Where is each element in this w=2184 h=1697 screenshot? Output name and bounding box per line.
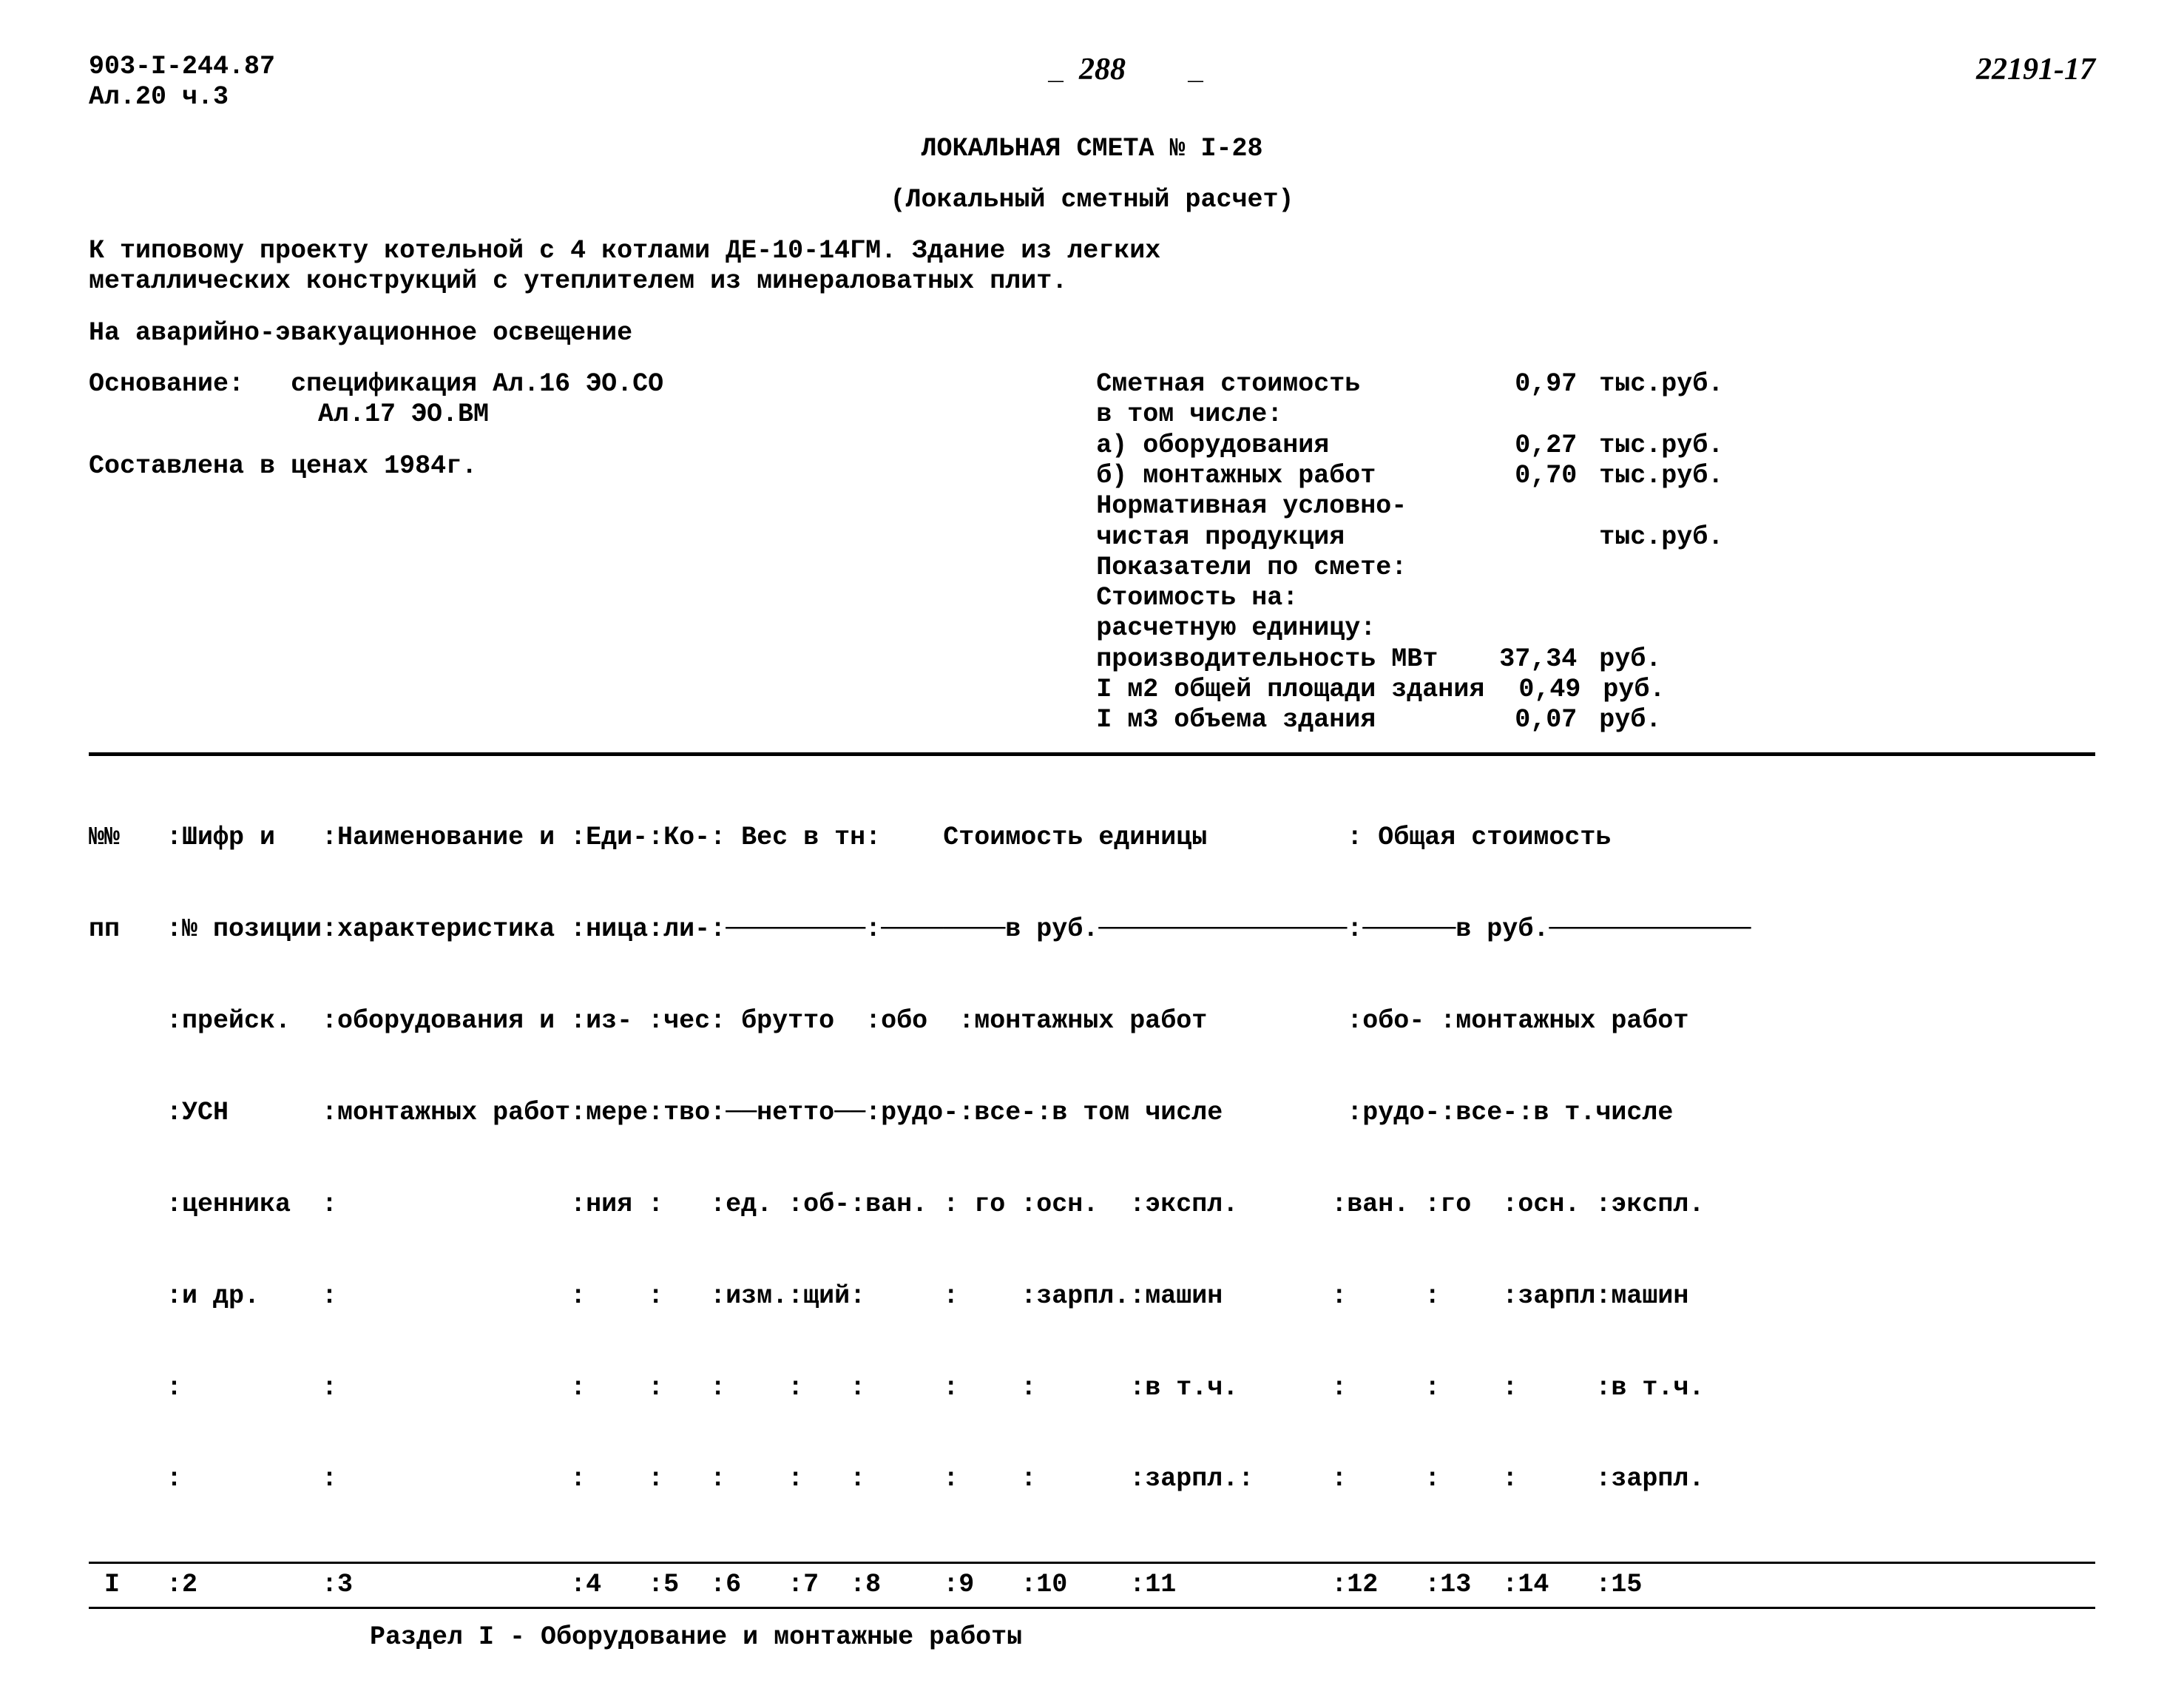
unit-thous-2: тыс.руб. [1599,431,1723,461]
cost-a: а) оборудования 0,27 тыс.руб. [1096,431,2095,461]
cost-prod: производительность МВт 37,34 руб. [1096,644,2095,675]
intro-purpose: На аварийно-эвакуационное освещение [89,318,2095,348]
cost-m3-label: I м3 объема здания [1096,705,1481,735]
table-top-rule [89,752,2095,756]
cost-a-val: 0,27 [1481,431,1599,461]
unit-thous-3: тыс.руб. [1599,461,1723,491]
th-line8: : : : : : : : : : :зарпл.: : : : :зарпл. [89,1464,2095,1494]
unit-thous-1: тыс.руб. [1599,369,1723,399]
table-column-numbers: I :2 :3 :4 :5 :6 :7 :8 :9 :10 :11 :12 :1… [89,1570,2095,1600]
th-line3: :прейск. :оборудования и :из- :чес: брут… [89,1006,2095,1036]
cost-prod-label: производительность МВт [1096,644,1481,675]
th-line6: :и др. : : : :изм.:щий: : :зарпл.:машин … [89,1281,2095,1312]
unit-thous-4: тыс.руб. [1599,522,1723,553]
cost-norm-val [1481,522,1599,553]
unit-rub-1: руб. [1599,644,1661,675]
meta-columns: Основание: спецификация Ал.16 ЭО.СО Ал.1… [89,369,2095,736]
document-page: 903-I-244.87 Ал.20 ч.3 _ 288 _ 22191-17 … [0,0,2184,1697]
page-marker-right: _ [1188,58,1203,87]
cost-b-label: б) монтажных работ [1096,461,1481,491]
priced-in: Составлена в ценах 1984г. [89,451,1052,482]
th-line4: :УСН :монтажных работ:мере:тво:──нетто──… [89,1098,2095,1128]
cost-m3-val: 0,07 [1481,705,1599,735]
basis-text1: спецификация Ал.16 ЭО.СО [291,369,663,399]
page-marker-left: _ [1048,58,1064,87]
doc-code: 903-I-244.87 Ал.20 ч.3 [89,52,275,113]
cost-m2: I м2 общей площади здания 0,49 руб. [1096,675,2095,705]
cost-norm1: Нормативная условно- [1096,491,2095,522]
th-line2: пп :№ позиции:характеристика :ница:ли-:─… [89,914,2095,945]
basis-label: Основание: [89,369,244,399]
intro-line1: К типовому проекту котельной с 4 котлами… [89,236,2095,266]
basis-line: Основание: спецификация Ал.16 ЭО.СО [89,369,1052,399]
table-mid-rule [89,1562,2095,1564]
cost-norm2: чистая продукция [1096,522,1481,553]
intro-line2: металлических конструкций с утеплителем … [89,266,2095,297]
left-column: Основание: спецификация Ал.16 ЭО.СО Ал.1… [89,369,1052,736]
calc-unit: расчетную единицу: [1096,613,2095,644]
table-bottom-rule [89,1607,2095,1609]
cost-on: Стоимость на: [1096,583,2095,613]
right-column: Сметная стоимость 0,97 тыс.руб. в том чи… [1096,369,2095,736]
title-main: ЛОКАЛЬНАЯ СМЕТА № I-28 [89,134,2095,164]
cost-a-label: а) оборудования [1096,431,1481,461]
unit-rub-2: руб. [1603,675,1665,705]
cost-total: Сметная стоимость 0,97 тыс.руб. [1096,369,2095,399]
cost-indicators: Показатели по смете: [1096,553,2095,583]
header-row: 903-I-244.87 Ал.20 ч.3 _ 288 _ 22191-17 [89,52,2095,113]
cost-total-val: 0,97 [1481,369,1599,399]
unit-rub-3: руб. [1599,705,1661,735]
cost-total-label: Сметная стоимость [1096,369,1481,399]
th-line7: : : : : : : : : : :в т.ч. : : : :в т.ч. [89,1373,2095,1403]
cost-m3: I м3 объема здания 0,07 руб. [1096,705,2095,735]
doc-code-line2: Ал.20 ч.3 [89,82,275,112]
cost-m2-label: I м2 общей площади здания [1096,675,1484,705]
cost-prod-val: 37,34 [1481,644,1599,675]
th-line5: :ценника : :ния : :ед. :об-:ван. : го :о… [89,1190,2095,1220]
cost-b: б) монтажных работ 0,70 тыс.руб. [1096,461,2095,491]
cost-incl-label: в том числе: [1096,399,2095,430]
page-number-block: _ 288 _ [1048,52,1203,89]
page-number: 288 [1079,53,1126,87]
th-line1: №№ :Шифр и :Наименование и :Еди-:Ко-: Ве… [89,823,2095,853]
basis-text2: Ал.17 ЭО.ВМ [89,399,1052,430]
cost-b-val: 0,70 [1481,461,1599,491]
table-header: №№ :Шифр и :Наименование и :Еди-:Ко-: Ве… [89,762,2095,1556]
section-title: Раздел I - Оборудование и монтажные рабо… [89,1622,2095,1653]
cost-norm2-row: чистая продукция тыс.руб. [1096,522,2095,553]
header-right-code: 22191-17 [1976,52,2095,89]
title-sub: (Локальный сметный расчет) [89,185,2095,215]
doc-code-line1: 903-I-244.87 [89,52,275,82]
cost-m2-val: 0,49 [1484,675,1603,705]
